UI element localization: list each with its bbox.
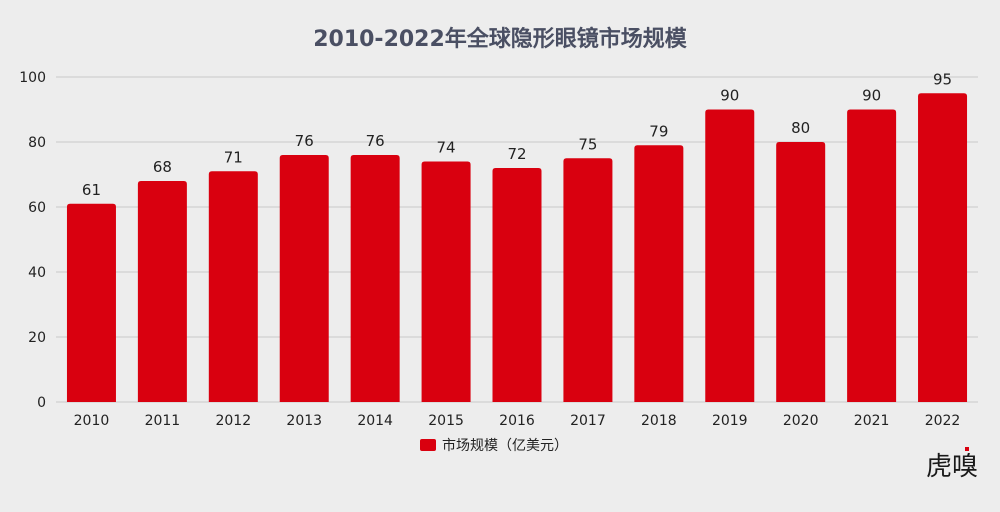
- bar: [279, 155, 329, 402]
- x-tick-label: 2014: [357, 413, 393, 429]
- bar: [918, 93, 968, 402]
- y-tick-label: 60: [28, 200, 46, 216]
- bar: [492, 168, 542, 402]
- bar: [776, 142, 826, 402]
- x-tick-label: 2019: [712, 413, 748, 429]
- x-tick-label: 2016: [499, 413, 535, 429]
- data-label: 72: [507, 145, 526, 163]
- data-labels: 61 68 71 76 76 74 72 75 79 90 80 90 95: [82, 70, 952, 199]
- legend-swatch: [420, 439, 436, 451]
- x-tick-label: 2011: [145, 413, 181, 429]
- x-tick-label: 2017: [570, 413, 606, 429]
- watermark-text: 虎嗅: [926, 452, 978, 482]
- x-tick-label: 2020: [783, 413, 819, 429]
- watermark-logo: 虎嗅: [926, 447, 978, 482]
- data-label: 79: [649, 122, 668, 140]
- bar: [137, 181, 187, 402]
- data-label: 71: [224, 148, 243, 166]
- bar: [421, 161, 471, 402]
- x-tick-label: 2018: [641, 413, 677, 429]
- x-tick-label: 2013: [286, 413, 322, 429]
- bars: [66, 93, 968, 402]
- x-tick-label: 2015: [428, 413, 464, 429]
- legend-label: 市场规模（亿美元）: [442, 437, 568, 454]
- y-tick-label: 0: [37, 395, 46, 411]
- chart-title: 2010-2022年全球隐形眼镜市场规模: [313, 26, 688, 52]
- data-label: 76: [366, 132, 385, 150]
- data-label: 90: [862, 87, 881, 105]
- bar: [634, 145, 684, 402]
- bar: [208, 171, 258, 402]
- data-label: 95: [933, 70, 952, 88]
- data-label: 90: [720, 87, 739, 105]
- legend: 市场规模（亿美元）: [420, 437, 568, 454]
- y-tick-label: 100: [19, 70, 46, 86]
- x-tick-label: 2012: [215, 413, 251, 429]
- data-label: 80: [791, 119, 810, 137]
- watermark-dot: [965, 447, 969, 451]
- y-tick-label: 80: [28, 135, 46, 151]
- data-label: 68: [153, 158, 172, 176]
- bar: [563, 158, 613, 402]
- data-label: 74: [437, 139, 456, 157]
- bar: [66, 203, 116, 402]
- y-tick-label: 40: [28, 265, 46, 281]
- bar: [705, 109, 755, 402]
- x-tick-label: 2021: [854, 413, 890, 429]
- y-axis-ticks: 0 20 40 60 80 100: [19, 70, 46, 411]
- y-tick-label: 20: [28, 330, 46, 346]
- x-axis-ticks: 2010 2011 2012 2013 2014 2015 2016 2017 2018 2019…: [74, 413, 961, 429]
- bar: [350, 155, 400, 402]
- data-label: 76: [295, 132, 314, 150]
- x-tick-label: 2010: [74, 413, 110, 429]
- bar: [847, 109, 897, 402]
- x-tick-label: 2022: [925, 413, 961, 429]
- data-label: 61: [82, 181, 101, 199]
- data-label: 75: [578, 135, 597, 153]
